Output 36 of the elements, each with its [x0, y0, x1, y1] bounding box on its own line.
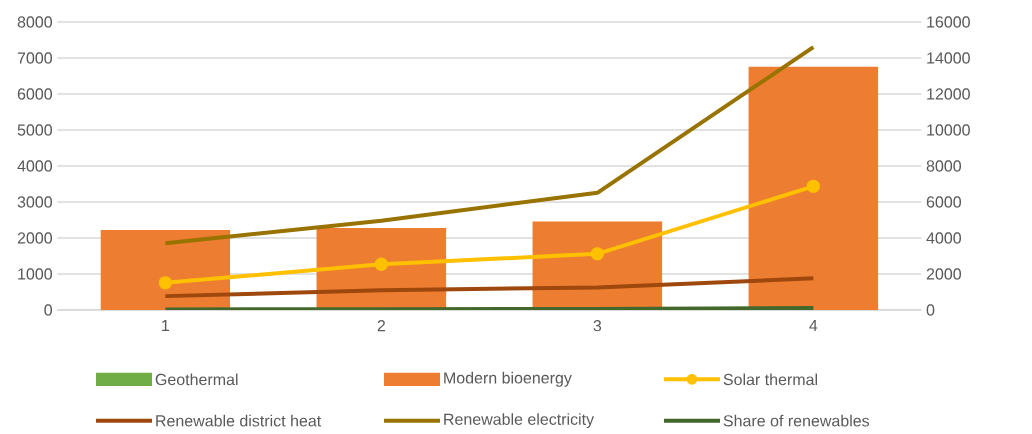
legend-label: Renewable electricity	[444, 413, 595, 429]
y2-tick-label: 14000	[927, 52, 970, 64]
y-tick-label: 3000	[17, 196, 53, 208]
line-series	[163, 276, 816, 299]
x-tick-label: 1	[162, 320, 170, 332]
y2-tick-label: 8000	[926, 160, 962, 172]
y2-tick-label: 6000	[926, 196, 962, 208]
x-tick-label: 4	[809, 320, 818, 332]
legend-label: Geothermal	[155, 373, 238, 386]
y2-tick-label: 2000	[926, 268, 962, 280]
point	[158, 276, 173, 290]
y-tick-label: 1000	[18, 268, 53, 280]
y-tick-label: 5000	[17, 124, 53, 136]
legend-label: Solar thermal	[723, 373, 817, 386]
legend-label: Modern bioenergy	[444, 371, 572, 387]
y2-tick-label: 12000	[927, 88, 970, 100]
y-tick-label: 7000	[17, 52, 53, 64]
point	[590, 247, 605, 261]
y2-tick-label: 16000	[927, 16, 970, 28]
y2-tick-label: 10000	[927, 124, 970, 136]
y2-tick-label: 0	[926, 304, 935, 316]
y-tick-label: 2000	[17, 232, 53, 244]
y2-tick-label: 4000	[926, 232, 962, 244]
legend-label: Renewable district heat	[156, 414, 322, 427]
point	[374, 257, 389, 271]
x-tick-label: 3	[593, 320, 602, 332]
x-tick-label: 2	[377, 320, 385, 332]
y-tick-label: 4000	[17, 160, 53, 172]
legend-label: Share of renewables	[723, 414, 870, 427]
y-tick-label: 6000	[17, 88, 53, 100]
bar	[748, 66, 879, 310]
point	[806, 179, 820, 193]
line-series	[163, 45, 816, 246]
y-tick-label: 0	[44, 304, 53, 316]
y-tick-label: 8000	[17, 16, 53, 28]
bar	[100, 230, 231, 310]
